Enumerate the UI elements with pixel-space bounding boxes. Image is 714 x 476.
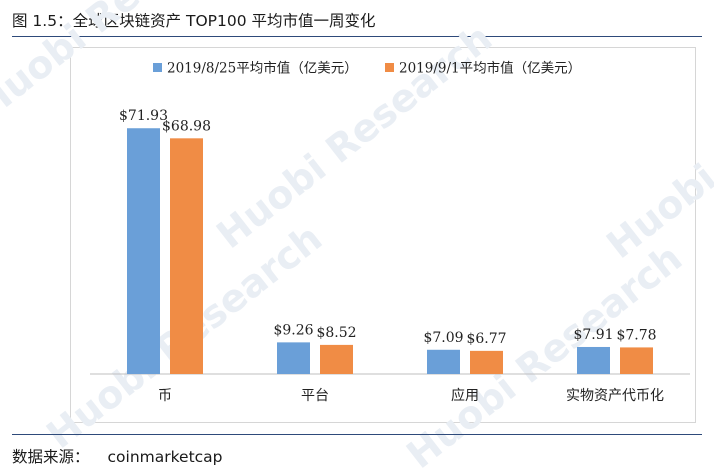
bottom-rule [12, 434, 702, 435]
bar-series-a [427, 349, 460, 374]
chart-frame [70, 47, 696, 423]
bar-series-a [577, 346, 610, 374]
source-line: 数据来源： coinmarketcap [12, 445, 223, 467]
data-label: $68.98 [162, 118, 211, 134]
bar-series-b [170, 138, 203, 374]
category-label: 实物资产代币化 [566, 388, 664, 404]
category-label: 币 [158, 388, 172, 404]
data-label: $8.52 [316, 325, 356, 341]
category-label: 平台 [301, 388, 329, 404]
source-value: coinmarketcap [107, 448, 223, 466]
data-label: $7.09 [423, 330, 463, 346]
bar-series-a [127, 128, 160, 374]
data-label: $9.26 [273, 322, 313, 338]
data-label: $6.77 [466, 331, 506, 347]
legend-label: 2019/9/1平均市值（亿美元） [399, 60, 581, 77]
legend-label: 2019/8/25平均市值（亿美元） [167, 60, 358, 77]
category-label: 应用 [451, 387, 479, 404]
legend-swatch [385, 63, 394, 72]
legend-swatch [153, 63, 162, 72]
bar-series-a [277, 342, 310, 374]
bar-series-b [470, 350, 503, 374]
watermark-text: Huobi Research [598, 26, 714, 267]
data-label: $7.78 [616, 327, 656, 343]
data-label: $7.91 [573, 327, 613, 343]
bar-series-b [620, 347, 653, 374]
figure-title: 图 1.5：全球区块链资产 TOP100 平均市值一周变化 [12, 12, 376, 30]
bar-series-b [320, 344, 353, 374]
top-rule [12, 36, 702, 37]
data-label: $71.93 [119, 108, 168, 124]
watermark-text: Huobi Research [208, 16, 500, 257]
source-label: 数据来源： [12, 448, 90, 466]
